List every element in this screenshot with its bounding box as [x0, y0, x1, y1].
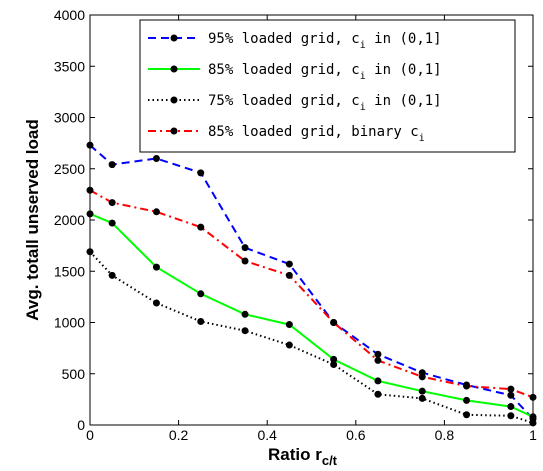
y-tick-label: 1500 [54, 263, 85, 279]
x-tick-label: 0.2 [169, 427, 189, 443]
data-point [285, 341, 293, 349]
axis-ticks: 0 0.2 0.4 0.6 0.8 1 0 500 1000 1500 2000 2500 3000 35… [54, 7, 537, 443]
legend-label: 75% loaded grid, ci in (0,1] [208, 93, 442, 113]
data-point [86, 210, 94, 218]
data-point [330, 355, 338, 363]
data-point [507, 403, 515, 411]
x-tick-label: 0.4 [257, 427, 277, 443]
legend-label: 85% loaded grid, binary ci [208, 124, 425, 144]
series-line [89, 212, 534, 418]
series-4 [86, 186, 537, 401]
data-point [529, 393, 537, 401]
series-line [89, 251, 534, 424]
series-2 [86, 210, 537, 421]
x-tick-label: 0.6 [346, 427, 366, 443]
y-tick-label: 3500 [54, 58, 85, 74]
data-point [374, 356, 382, 364]
data-point [330, 361, 338, 369]
x-tick-label: 1 [529, 427, 537, 443]
data-point [197, 290, 205, 298]
data-point [418, 373, 426, 381]
data-point [241, 244, 249, 252]
x-axis-label-main: Ratio r [268, 445, 322, 464]
data-point [108, 271, 116, 279]
y-tick-label: 4000 [54, 7, 85, 23]
data-point [86, 248, 94, 256]
data-point [463, 382, 471, 390]
data-point [374, 390, 382, 398]
y-tick-label: 3000 [54, 110, 85, 126]
data-point [418, 394, 426, 402]
data-point [108, 219, 116, 227]
series-3 [86, 248, 537, 427]
data-point [152, 299, 160, 307]
legend-label: 95% loaded grid, ci in (0,1] [208, 31, 442, 51]
data-point [507, 391, 515, 399]
data-point [241, 257, 249, 265]
y-tick-label: 2000 [54, 212, 85, 228]
data-point [152, 263, 160, 271]
data-point [108, 199, 116, 207]
y-tick-label: 1000 [54, 315, 85, 331]
data-point [285, 260, 293, 268]
data-point [285, 321, 293, 329]
data-point [197, 317, 205, 325]
data-point [507, 385, 515, 393]
y-tick-label: 0 [77, 417, 85, 433]
data-point [529, 413, 537, 421]
y-axis-label: Avg. totall unserved load [23, 119, 42, 321]
data-point [197, 169, 205, 177]
legend: 95% loaded grid, ci in (0,1] 85% loaded g… [139, 19, 516, 153]
legend-marker [170, 34, 178, 42]
data-point [529, 419, 537, 427]
data-point [86, 141, 94, 149]
data-point [152, 208, 160, 216]
x-axis-label-sub: c/t [322, 453, 338, 468]
data-point [241, 327, 249, 335]
y-tick-label: 500 [62, 366, 86, 382]
x-axis-label: Ratio rc/t [268, 445, 338, 468]
series-line [89, 189, 534, 399]
x-tick-label: 0.8 [435, 427, 455, 443]
data-point [285, 271, 293, 279]
data-point [507, 412, 515, 420]
series-lines [86, 141, 537, 427]
data-point [86, 186, 94, 194]
data-point [463, 396, 471, 404]
series-line [89, 144, 534, 420]
legend-label: 85% loaded grid, ci in (0,1] [208, 62, 442, 82]
legend-marker [170, 96, 178, 104]
data-point [330, 319, 338, 326]
data-point [463, 411, 471, 419]
x-tick-label: 0 [86, 427, 94, 443]
data-point [374, 377, 382, 385]
data-point [418, 387, 426, 395]
y-tick-label: 2500 [54, 161, 85, 177]
legend-marker [170, 65, 178, 73]
data-point [108, 161, 116, 169]
data-point [152, 155, 160, 162]
data-point [241, 310, 249, 318]
legend-marker [170, 127, 178, 135]
data-point [197, 223, 205, 231]
data-point [374, 350, 382, 358]
legend-box [139, 19, 516, 153]
